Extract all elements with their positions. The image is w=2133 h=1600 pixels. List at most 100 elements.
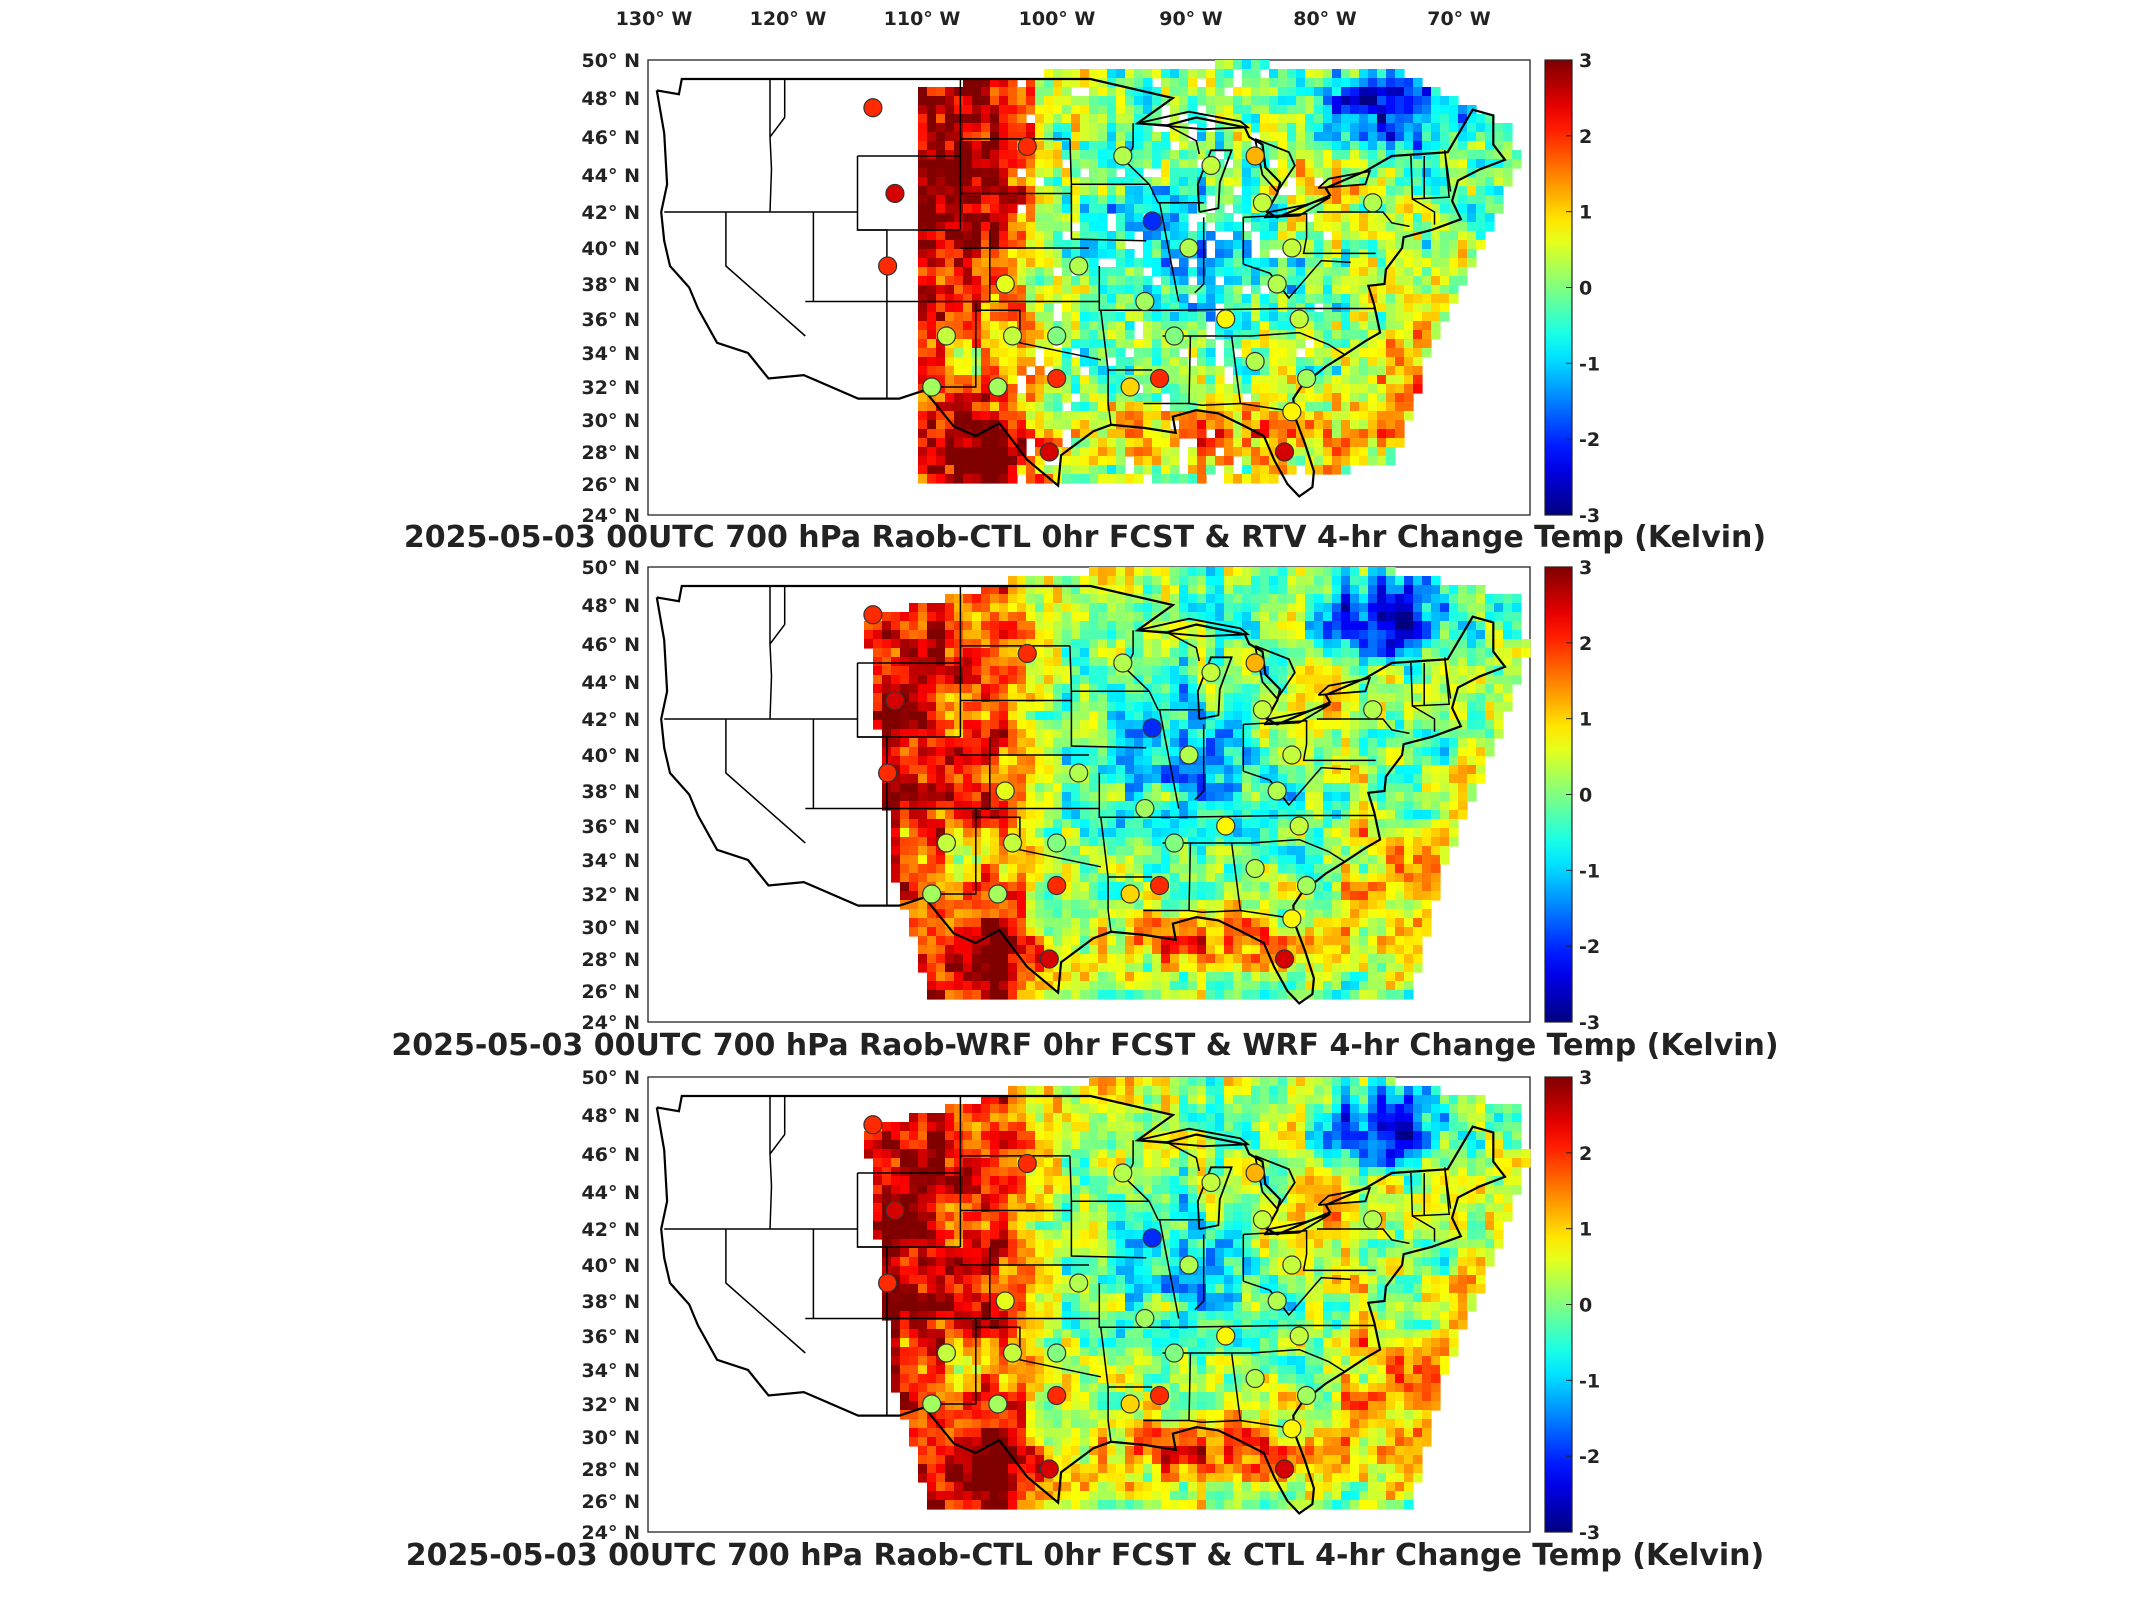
state-border bbox=[975, 1326, 1101, 1378]
great-lake-outline bbox=[1317, 170, 1372, 189]
raob-station-marker bbox=[1252, 193, 1273, 213]
raob-station-marker bbox=[1201, 1172, 1221, 1193]
raob-station-marker bbox=[1047, 1343, 1067, 1363]
raob-station-marker bbox=[1047, 326, 1067, 346]
state-border bbox=[769, 586, 773, 720]
raob-station-marker bbox=[1047, 833, 1067, 853]
raob-stations bbox=[863, 605, 1383, 969]
lat-label: 48° N bbox=[582, 595, 640, 617]
state-border bbox=[725, 719, 806, 844]
raob-station-marker bbox=[1289, 309, 1309, 329]
state-border bbox=[1194, 1234, 1205, 1311]
state-border bbox=[1162, 838, 1346, 863]
state-border bbox=[1243, 213, 1376, 255]
raob-station-marker bbox=[1267, 274, 1287, 294]
lat-label: 46° N bbox=[582, 634, 640, 656]
lon-label-130w: 130° W bbox=[615, 8, 693, 30]
state-border bbox=[1166, 1141, 1201, 1172]
great-lake-outline bbox=[1137, 110, 1251, 131]
panel-title-ctl: 2025-05-03 00UTC 700 hPa Raob-CTL 0hr FC… bbox=[405, 1538, 1765, 1573]
lat-label: 26° N bbox=[582, 474, 640, 496]
raob-station-marker bbox=[1363, 1210, 1383, 1230]
raob-station-marker bbox=[988, 1394, 1008, 1414]
state-border bbox=[1194, 724, 1205, 801]
lat-label: 40° N bbox=[582, 1255, 640, 1277]
raob-station-marker bbox=[995, 274, 1015, 294]
state-border bbox=[1316, 718, 1410, 735]
colorbar-tick-label: -2 bbox=[1579, 936, 1600, 958]
lat-label: 46° N bbox=[582, 127, 640, 149]
lat-label: 28° N bbox=[582, 442, 640, 464]
lon-label-80w: 80° W bbox=[1293, 8, 1357, 30]
raob-station-marker bbox=[1002, 833, 1023, 853]
lat-label: 30° N bbox=[582, 410, 640, 432]
raob-station-marker bbox=[1252, 700, 1273, 720]
state-border bbox=[769, 1096, 786, 1155]
state-border bbox=[1188, 842, 1242, 913]
raob-station-marker bbox=[1120, 377, 1140, 397]
temperature-field bbox=[918, 60, 1522, 484]
raob-station-marker bbox=[922, 377, 942, 397]
raob-station-marker bbox=[878, 1273, 898, 1293]
raob-station-marker bbox=[1296, 1385, 1317, 1406]
raob-station-marker bbox=[1039, 949, 1059, 969]
state-border bbox=[1158, 1219, 1180, 1319]
state-border bbox=[1098, 773, 1175, 819]
raob-station-marker bbox=[1164, 326, 1184, 346]
raob-station-marker bbox=[1179, 1255, 1199, 1275]
raob-stations bbox=[863, 1115, 1383, 1479]
state-border bbox=[1158, 202, 1180, 302]
raob-station-marker bbox=[1282, 238, 1302, 258]
temperature-field bbox=[864, 1077, 1531, 1510]
raob-station-marker bbox=[1274, 442, 1295, 462]
great-lake-outline bbox=[1254, 1155, 1296, 1211]
state-border bbox=[1098, 266, 1175, 312]
raob-station-marker bbox=[1296, 368, 1317, 389]
raob-station-marker bbox=[988, 884, 1008, 904]
state-border bbox=[1098, 1283, 1175, 1329]
raob-station-marker bbox=[1282, 909, 1302, 929]
raob-station-marker bbox=[1363, 700, 1383, 720]
raob-station-marker bbox=[1245, 351, 1265, 372]
raob-station-marker bbox=[1039, 442, 1059, 462]
raob-station-marker bbox=[1142, 718, 1162, 738]
raob-station-marker bbox=[988, 377, 1008, 397]
raob-station-marker bbox=[885, 183, 905, 204]
state-border bbox=[1069, 645, 1150, 693]
raob-station-marker bbox=[1047, 368, 1067, 389]
state-border bbox=[1412, 198, 1436, 225]
state-border bbox=[1243, 720, 1376, 762]
raob-station-marker bbox=[1216, 816, 1236, 836]
raob-station-marker bbox=[1179, 238, 1199, 258]
state-border bbox=[1162, 1348, 1346, 1373]
lat-label: 38° N bbox=[582, 274, 640, 296]
great-lake-outline bbox=[1317, 677, 1372, 696]
colorbar-tick-label: 0 bbox=[1579, 785, 1592, 807]
state-border bbox=[769, 586, 786, 645]
great-lake-outline bbox=[1263, 1213, 1331, 1236]
state-border bbox=[1194, 217, 1205, 294]
lat-label: 32° N bbox=[582, 1394, 640, 1416]
great-lake-outline bbox=[1137, 1127, 1251, 1148]
lat-label: 44° N bbox=[582, 672, 640, 694]
map-panel-wrf: 50° N 48° N 46° N 44° N 42° N 40° N 38° N 36° N… bbox=[0, 510, 2133, 1070]
state-border bbox=[1412, 1215, 1436, 1242]
raob-station-marker bbox=[1245, 858, 1265, 879]
state-border bbox=[1148, 690, 1204, 711]
panel-title-wrf: 2025-05-03 00UTC 700 hPa Raob-WRF 0hr FC… bbox=[391, 1028, 1779, 1063]
raob-station-marker bbox=[995, 781, 1015, 801]
raob-station-marker bbox=[1135, 291, 1155, 312]
raob-station-marker bbox=[1289, 1326, 1309, 1346]
lat-label: 24° N bbox=[582, 1012, 640, 1034]
colorbar-tick-label: -1 bbox=[1579, 1370, 1600, 1392]
colorbar-tick-label: 1 bbox=[1579, 709, 1592, 731]
great-lake-outline bbox=[1196, 1166, 1233, 1230]
lat-label: 50° N bbox=[582, 1067, 640, 1089]
raob-stations bbox=[863, 98, 1383, 462]
raob-station-marker bbox=[1149, 368, 1170, 389]
state-border bbox=[725, 1229, 806, 1354]
state-border bbox=[1412, 705, 1436, 732]
temperature-field bbox=[864, 567, 1531, 1000]
lat-label: 50° N bbox=[582, 50, 640, 72]
colorbar-tick-label: 2 bbox=[1579, 126, 1592, 148]
